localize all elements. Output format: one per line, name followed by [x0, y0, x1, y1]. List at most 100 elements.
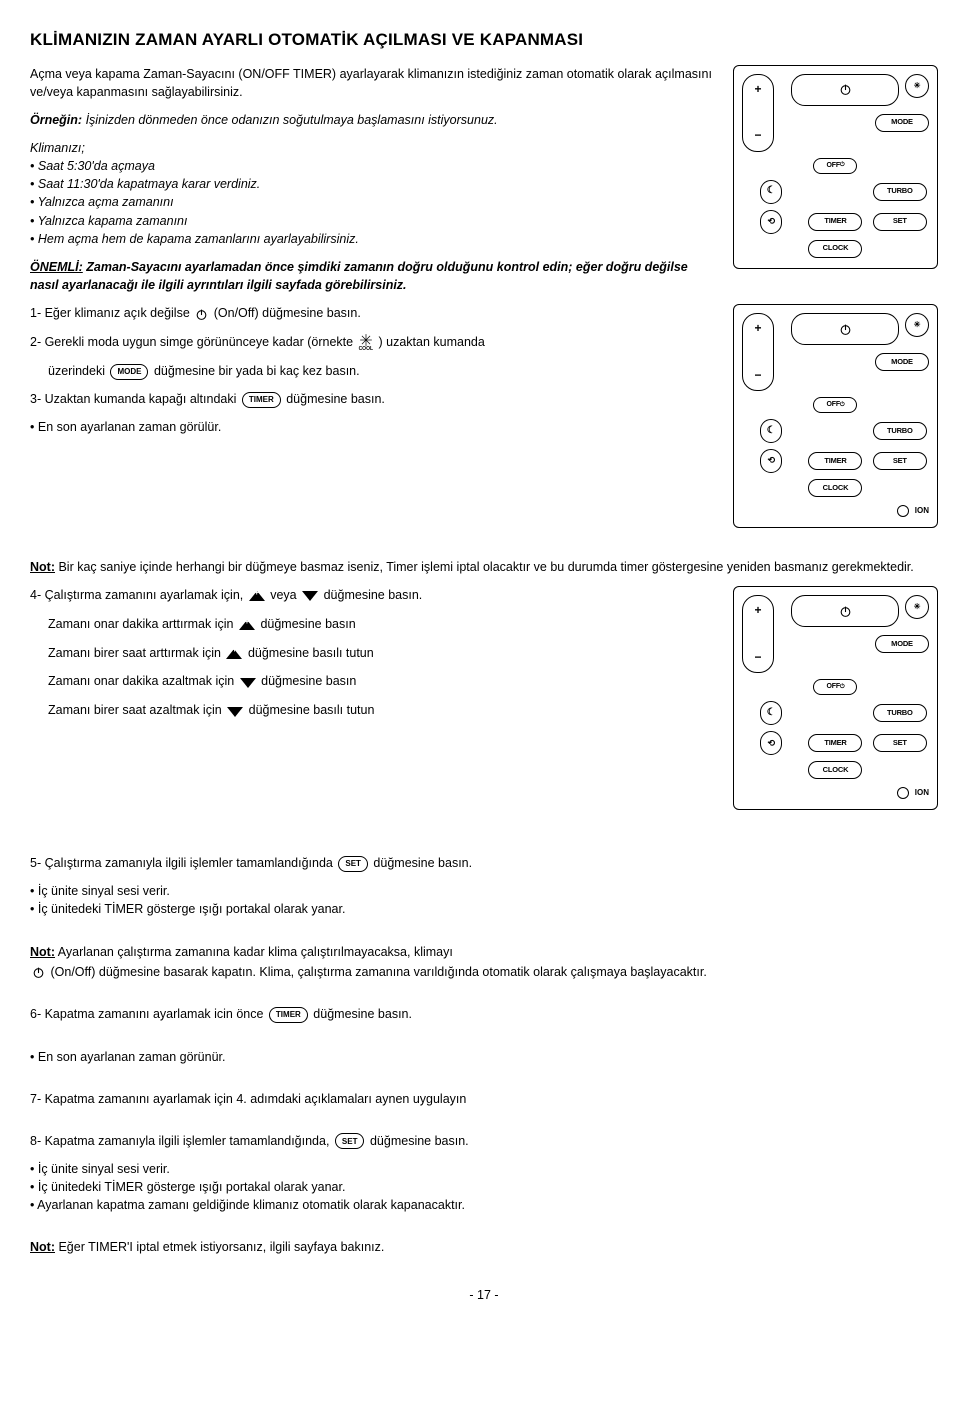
- step-4-line4: Zamanı birer saat azaltmak için − düğmes…: [30, 701, 715, 720]
- step-6: 6- Kapatma zamanını ayarlamak icin önce …: [30, 1005, 938, 1023]
- remote-diagram-2: + − ✳ MODE OFF⏻ ☾ TURBO ⟲ TIMER SET CLOCK I…: [733, 304, 938, 528]
- page-title: KLİMANIZIN ZAMAN AYARLI OTOMATİK AÇILMAS…: [30, 28, 938, 53]
- remote-diagram-1: + − ✳ MODE OFF⏻ ☾: [733, 65, 938, 269]
- fan-button: ✳: [905, 74, 929, 98]
- bullet-list-1: Saat 5:30'da açmaya Saat 11:30'da kapatm…: [30, 157, 715, 248]
- important-text: Zaman-Sayacını ayarlamadan önce şimdiki …: [30, 260, 688, 292]
- step-8: 8- Kapatma zamanıyla ilgili işlemler tam…: [30, 1132, 938, 1150]
- list-item: Saat 5:30'da açmaya: [30, 157, 715, 175]
- example-text: İşinizden dönmeden önce odanızın soğutul…: [82, 113, 498, 127]
- power-icon: [839, 83, 852, 96]
- list-item: En son ayarlanan zaman görülür.: [30, 418, 715, 436]
- list-item: İç ünite sinyal sesi verir.: [30, 882, 938, 900]
- minus-triangle-icon: −: [240, 673, 256, 691]
- fan-button: ✳: [905, 595, 929, 619]
- plus-triangle-icon: +: [249, 587, 265, 605]
- set-button: SET: [873, 452, 927, 470]
- swing-button: ⟲: [760, 449, 782, 473]
- step-4-line1: Zamanı onar dakika arttırmak için + düğm…: [30, 615, 715, 634]
- plus-icon: +: [754, 81, 761, 98]
- step-1: 1- Eğer klimanız açık değilse (On/Off) d…: [30, 304, 715, 323]
- ion-dot: [897, 787, 909, 799]
- list-item: Ayarlanan kapatma zamanı geldiğinde klim…: [30, 1196, 938, 1214]
- off-button: OFF⏻: [813, 158, 857, 174]
- power-icon: [195, 305, 208, 323]
- timer-pill: TIMER: [242, 392, 281, 408]
- note-1: Not: Bir kaç saniye içinde herhangi bir …: [30, 558, 938, 576]
- ion-label: ION: [915, 787, 929, 799]
- minus-icon: −: [754, 649, 761, 666]
- timer-button: TIMER: [808, 213, 862, 231]
- set-pill: SET: [338, 856, 368, 872]
- minus-icon: −: [754, 127, 761, 144]
- step-2: 2- Gerekli moda uygun simge görününceye …: [30, 333, 715, 352]
- not-label: Not:: [30, 560, 55, 574]
- note-list-2: En son ayarlanan zaman görünür.: [30, 1048, 938, 1066]
- list-item: İç ünitedeki TİMER gösterge ışığı portak…: [30, 1178, 938, 1196]
- step-4: 4- Çalıştırma zamanını ayarlamak için, +…: [30, 586, 715, 605]
- not-label: Not:: [30, 1240, 55, 1254]
- klimanizi-heading: Klimanızı;: [30, 139, 715, 157]
- step-7: 7- Kapatma zamanını ayarlamak için 4. ad…: [30, 1090, 938, 1108]
- clock-button: CLOCK: [808, 479, 862, 497]
- page-number: - 17 -: [30, 1286, 938, 1304]
- remote-diagram-3: + − ✳ MODE OFF⏻ ☾ TURBO ⟲ TIMER SET CLOCK I…: [733, 586, 938, 810]
- power-icon: [32, 963, 45, 981]
- ion-dot: [897, 505, 909, 517]
- list-item: En son ayarlanan zaman görünür.: [30, 1048, 938, 1066]
- sleep-button: ☾: [760, 701, 782, 725]
- list-item: Hem açma hem de kapama zamanlarını ayarl…: [30, 230, 715, 248]
- minus-triangle-icon: −: [227, 702, 243, 720]
- step8-bullets: İç ünite sinyal sesi verir. İç ünitedeki…: [30, 1160, 938, 1214]
- clock-button: CLOCK: [808, 240, 862, 258]
- note-3: Not: Eğer TIMER'I iptal etmek istiyorsan…: [30, 1238, 938, 1256]
- note-2: Not: Ayarlanan çalıştırma zamanına kadar…: [30, 943, 938, 961]
- mode-button: MODE: [875, 635, 929, 653]
- power-button: [791, 74, 899, 106]
- off-button: OFF⏻: [813, 397, 857, 413]
- minus-triangle-icon: −: [302, 587, 318, 605]
- step-2b: üzerindeki MODE düğmesine bir yada bi ka…: [30, 362, 715, 380]
- plus-triangle-icon: +: [226, 644, 242, 662]
- plus-icon: +: [754, 602, 761, 619]
- rocker-switch: + −: [742, 313, 774, 391]
- example-paragraph: Örneğin: İşinizden dönmeden önce odanızı…: [30, 111, 715, 129]
- turbo-button: TURBO: [873, 183, 927, 201]
- set-button: SET: [873, 734, 927, 752]
- swing-button: ⟲: [760, 210, 782, 234]
- minus-icon: −: [754, 367, 761, 384]
- example-label: Örneğin:: [30, 113, 82, 127]
- list-item: Saat 11:30'da kapatmaya karar verdiniz.: [30, 175, 715, 193]
- off-button: OFF⏻: [813, 679, 857, 695]
- step-5: 5- Çalıştırma zamanıyla ilgili işlemler …: [30, 854, 938, 872]
- cool-icon: COOL: [359, 333, 373, 352]
- power-button: [791, 595, 899, 627]
- timer-pill: TIMER: [269, 1007, 308, 1023]
- turbo-button: TURBO: [873, 704, 927, 722]
- rocker-switch: + −: [742, 595, 774, 673]
- swing-button: ⟲: [760, 731, 782, 755]
- power-button: [791, 313, 899, 345]
- step-3: 3- Uzaktan kumanda kapağı altındaki TIME…: [30, 390, 715, 408]
- mode-button: MODE: [875, 353, 929, 371]
- step-4-line3: Zamanı onar dakika azaltmak için − düğme…: [30, 672, 715, 691]
- plus-triangle-icon: +: [239, 616, 255, 634]
- not-label: Not:: [30, 945, 55, 959]
- timer-button: TIMER: [808, 734, 862, 752]
- list-item: Yalnızca kapama zamanını: [30, 212, 715, 230]
- intro-paragraph: Açma veya kapama Zaman-Sayacını (ON/OFF …: [30, 65, 715, 101]
- clock-button: CLOCK: [808, 761, 862, 779]
- fan-button: ✳: [905, 313, 929, 337]
- plus-icon: +: [754, 320, 761, 337]
- step-4-line2: Zamanı birer saat arttırmak için + düğme…: [30, 644, 715, 663]
- ion-label: ION: [915, 505, 929, 517]
- turbo-button: TURBO: [873, 422, 927, 440]
- note-list: En son ayarlanan zaman görülür.: [30, 418, 715, 436]
- sleep-button: ☾: [760, 419, 782, 443]
- timer-button: TIMER: [808, 452, 862, 470]
- important-note: ÖNEMLİ: Zaman-Sayacını ayarlamadan önce …: [30, 258, 715, 294]
- list-item: İç ünite sinyal sesi verir.: [30, 1160, 938, 1178]
- note-2b: (On/Off) düğmesine basarak kapatın. Klim…: [30, 963, 938, 982]
- rocker-switch: + −: [742, 74, 774, 152]
- list-item: İç ünitedeki TİMER gösterge ışığı portak…: [30, 900, 938, 918]
